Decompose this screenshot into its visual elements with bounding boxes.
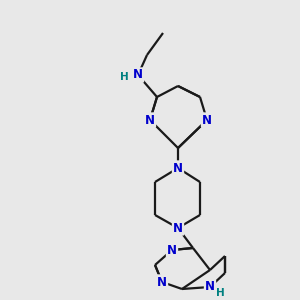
Text: N: N <box>167 244 177 256</box>
Text: N: N <box>157 275 167 289</box>
Text: N: N <box>145 113 155 127</box>
Text: H: H <box>120 72 128 82</box>
Text: N: N <box>202 113 212 127</box>
Text: H: H <box>216 288 224 298</box>
Text: N: N <box>133 68 143 82</box>
Text: N: N <box>173 221 183 235</box>
Text: N: N <box>173 161 183 175</box>
Text: N: N <box>205 280 215 293</box>
